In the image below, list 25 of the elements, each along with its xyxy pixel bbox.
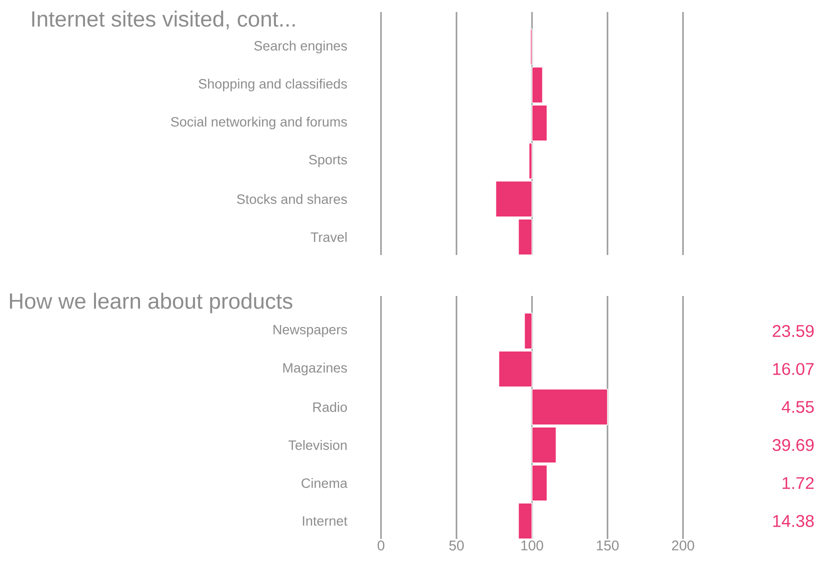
x-tick-label: 0 [378,540,384,550]
text: Internet sites visited, cont... [32,10,295,30]
y-tick-label: Television [288,440,347,450]
x-tick-label: 100 [521,540,544,550]
y-tick-label: Radio [313,402,347,412]
x-tick-label: 50 [449,540,464,550]
y-tick-label: Shopping and classifieds [198,78,347,92]
text: 4.55 [782,401,814,413]
text: 16.07 [773,362,814,376]
text: 1.72 [782,477,814,489]
text: How we learn about products [10,292,292,314]
text: 39.69 [772,438,814,452]
y-tick-label: Search engines [254,40,347,54]
y-tick-label: Internet [302,516,348,526]
text: 23.59 [772,324,814,338]
x-tick-label: 200 [672,540,694,550]
text: 14.38 [773,514,814,528]
y-tick-label: Sports [309,154,347,168]
y-tick-label: Stocks and shares [237,194,347,204]
y-tick-label: Magazines [283,362,347,376]
y-tick-label: Newspapers [274,324,347,338]
y-tick-label: Travel [310,232,347,242]
x-tick-label: 150 [596,540,619,550]
y-tick-label: Social networking and forums [170,116,347,130]
y-tick-label: Cinema [302,478,348,488]
